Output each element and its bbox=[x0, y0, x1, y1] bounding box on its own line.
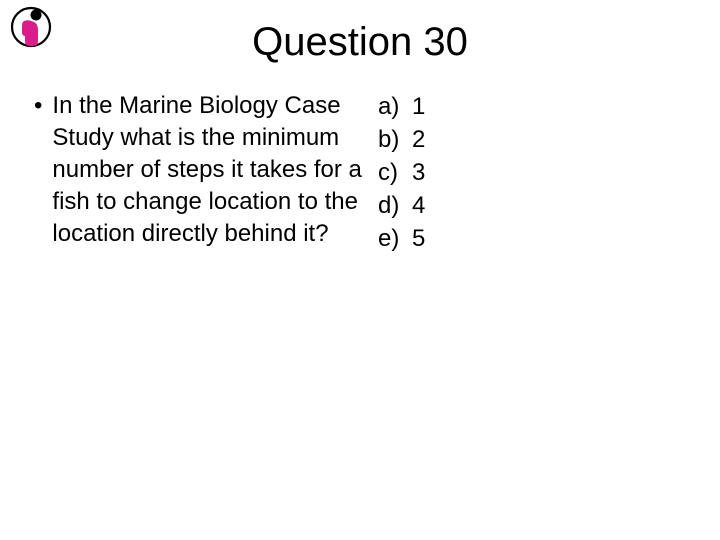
answer-option: e) 5 bbox=[378, 222, 425, 255]
answers-column: a) 1 b) 2 c) 3 d) 4 e) 5 bbox=[378, 90, 425, 255]
answer-option: c) 3 bbox=[378, 156, 425, 189]
question-bullet: • bbox=[34, 90, 42, 122]
answer-value: 5 bbox=[412, 222, 425, 255]
answer-label: a) bbox=[378, 90, 412, 123]
answer-value: 1 bbox=[412, 90, 425, 123]
answer-option: a) 1 bbox=[378, 90, 425, 123]
answer-value: 4 bbox=[412, 189, 425, 222]
answer-option: d) 4 bbox=[378, 189, 425, 222]
slide-title: Question 30 bbox=[0, 0, 720, 90]
answer-label: c) bbox=[378, 156, 412, 189]
logo-icon bbox=[10, 6, 52, 48]
answer-label: e) bbox=[378, 222, 412, 255]
answer-value: 3 bbox=[412, 156, 425, 189]
question-text: In the Marine Biology Case Study what is… bbox=[52, 90, 370, 250]
question-column: • In the Marine Biology Case Study what … bbox=[30, 90, 370, 255]
answer-value: 2 bbox=[412, 123, 425, 156]
answer-label: d) bbox=[378, 189, 412, 222]
answer-label: b) bbox=[378, 123, 412, 156]
answer-option: b) 2 bbox=[378, 123, 425, 156]
content-area: • In the Marine Biology Case Study what … bbox=[0, 90, 720, 255]
